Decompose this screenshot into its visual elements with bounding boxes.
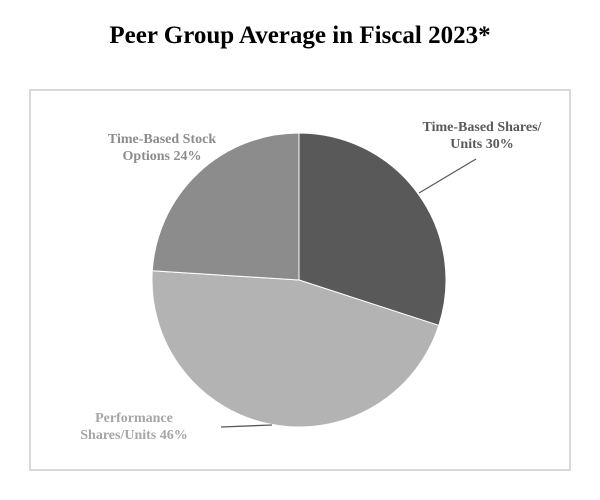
chart-title: Peer Group Average in Fiscal 2023* [109,22,491,49]
leader-line-time-based-shares-units [418,158,477,194]
leader-lines [220,158,477,428]
slice-labels: Time-Based Shares/Units 30% Performance Sh… [80,120,542,443]
pie-slices [151,132,447,428]
slice-label-line: Time-Based Shares/ [423,120,543,135]
pie-slice-time-based-stock-options [151,132,300,281]
slice-label-performance-shares-units: Performance Shares/Units 46% [80,411,187,443]
leader-line-performance-shares-units [220,424,273,428]
pie-slice-time-based-shares-units [298,132,447,327]
slice-label-line: Performance [95,411,173,426]
slice-label-line: Time-Based Stock [108,132,216,147]
slice-label-line: Units 30% [450,137,513,152]
pie-slice-performance-shares-units [151,270,440,428]
slice-label-time-based-shares-units: Time-Based Shares/Units 30% [423,120,543,152]
slice-label-line: Options 24% [123,149,202,164]
slice-label-time-based-stock-options: Time-Based Stock Options 24% [108,132,216,164]
slice-label-line: Shares/Units 46% [80,428,187,443]
